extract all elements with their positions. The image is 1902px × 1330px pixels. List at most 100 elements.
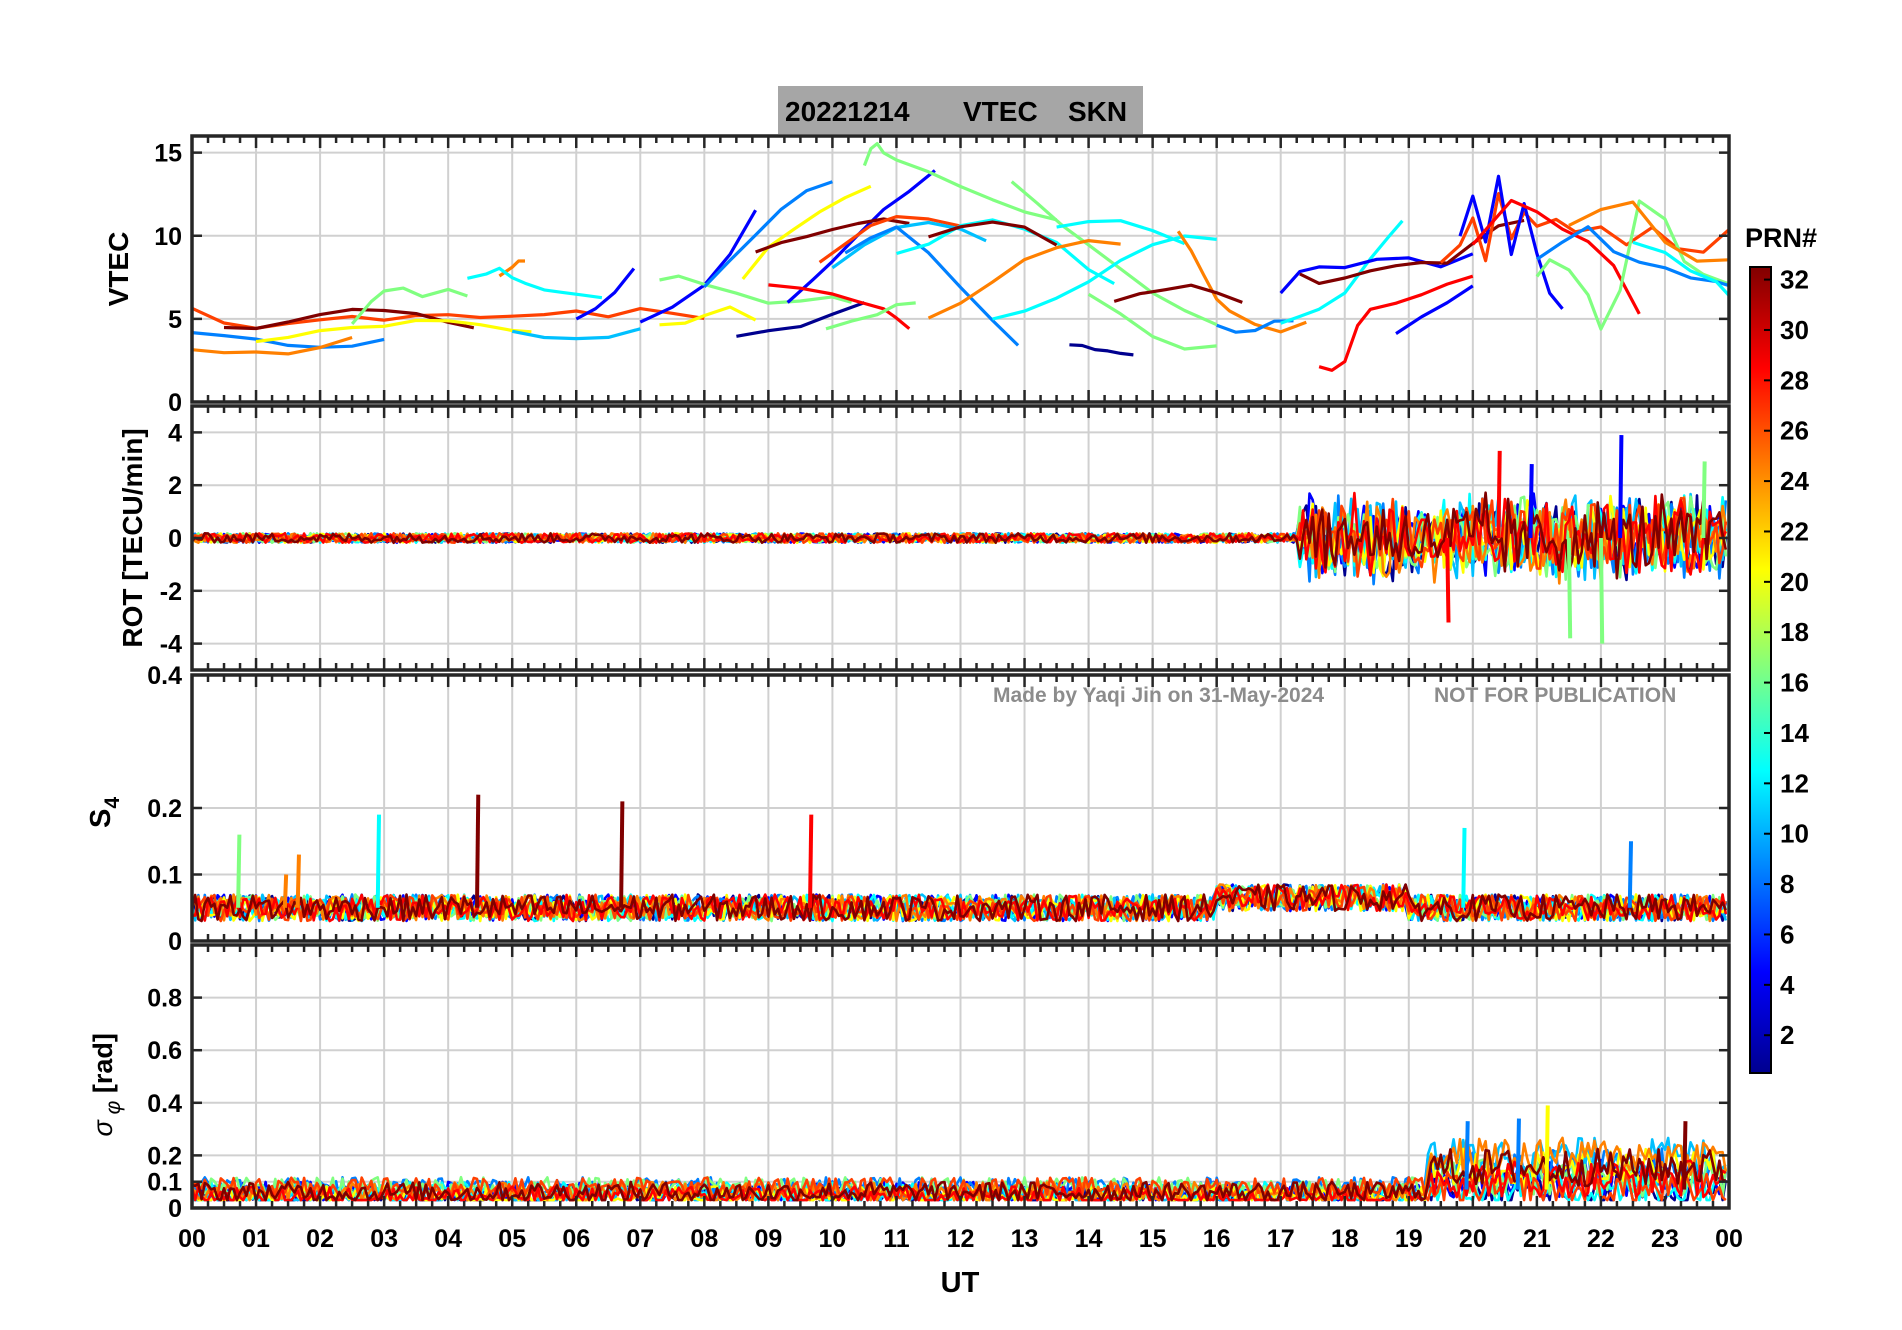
colorbar-tick-label: 26 xyxy=(1780,416,1809,446)
colorbar-tick-label: 12 xyxy=(1780,768,1809,798)
vtec-series-line xyxy=(467,266,603,300)
title-date: 20221214 xyxy=(785,96,910,127)
series-line xyxy=(192,1147,1727,1202)
colorbar-scale xyxy=(1749,266,1772,1074)
y-axis-label-main: S xyxy=(85,809,117,828)
y-axis-label-sigma: σ xyxy=(88,1119,118,1137)
x-tick-label: 09 xyxy=(754,1225,782,1253)
vtec-series-line xyxy=(1279,252,1474,295)
vtec-series-line xyxy=(1056,219,1186,246)
y-tick-label: 10 xyxy=(154,223,182,251)
colorbar-tick-label: 32 xyxy=(1780,265,1809,295)
x-tick-label: 11 xyxy=(883,1225,910,1253)
x-tick-label: 00 xyxy=(1715,1225,1743,1253)
vtec-series-line xyxy=(1632,240,1729,297)
colorbar-tick-label: 28 xyxy=(1780,365,1809,395)
vtec-series-line xyxy=(1471,198,1641,315)
vtec-series-line xyxy=(928,220,1058,247)
colorbar-tick-label: 10 xyxy=(1780,819,1809,849)
colorbar-tick-label: 30 xyxy=(1780,315,1809,345)
vtec-series-line xyxy=(1069,343,1134,357)
colorbar-title: PRN# xyxy=(1745,223,1817,253)
y-tick-label: 0.8 xyxy=(147,985,182,1013)
panel-rot: -4 -2 0 2 4 ROT [TECU/min] xyxy=(117,404,1731,672)
y-tick-label: 0.2 xyxy=(147,1142,182,1170)
y-axis-label: σ φ [rad] xyxy=(88,1033,125,1136)
series-layer xyxy=(192,142,1729,372)
spike-mark xyxy=(1528,464,1534,539)
y-tick-label: 0.1 xyxy=(147,1169,182,1197)
vtec-series-line xyxy=(1395,284,1474,335)
vtec-series-line xyxy=(862,142,1057,222)
vtec-series-line xyxy=(927,239,1121,320)
x-axis-tick-labels: 00 01 02 03 04 05 06 07 08 09 10 11 12 13 14 15 16 17 18 19… xyxy=(178,1225,1743,1253)
vtec-series-line xyxy=(255,318,532,344)
vtec-series-line xyxy=(659,274,853,305)
vtec-series-line xyxy=(1535,199,1729,331)
y-axis-label: S4 xyxy=(85,797,124,828)
spike-mark xyxy=(619,801,625,908)
colorbar-tick-label: 18 xyxy=(1780,617,1809,647)
x-tick-label: 18 xyxy=(1331,1225,1359,1253)
series-layer xyxy=(192,435,1728,644)
colorbar-tick-label: 24 xyxy=(1780,466,1809,496)
y-tick-label: 2 xyxy=(168,472,182,500)
y-tick-label: 5 xyxy=(168,306,182,334)
colorbar-tick-label: 8 xyxy=(1780,869,1794,899)
vtec-series-line xyxy=(825,301,916,331)
vtec-series-line xyxy=(992,234,1217,321)
x-ticks xyxy=(190,945,1731,1208)
watermark-notice: NOT FOR PUBLICATION xyxy=(1434,684,1676,707)
spike-mark xyxy=(1445,537,1451,623)
spike-mark xyxy=(282,874,289,908)
y-tick-label: 0 xyxy=(168,389,182,417)
colorbar-tick-label: 16 xyxy=(1780,668,1809,698)
spike-mark xyxy=(1544,1105,1550,1190)
series-line xyxy=(192,883,1727,923)
spike-mark xyxy=(1461,827,1467,908)
vtec-series-line xyxy=(1113,283,1243,304)
x-ticks xyxy=(190,406,1731,670)
spike-mark xyxy=(1496,450,1502,539)
x-tick-label: 22 xyxy=(1587,1225,1615,1253)
spike-mark xyxy=(236,834,242,908)
x-tick-label: 10 xyxy=(819,1225,847,1253)
x-tick-label: 04 xyxy=(434,1225,462,1253)
panel-s4: 0 0.1 0.2 0.4 S4 xyxy=(85,662,1731,956)
vtec-series-line xyxy=(818,215,961,264)
x-tick-label: 00 xyxy=(178,1225,206,1253)
spike-mark xyxy=(808,814,814,908)
vtec-series-line xyxy=(659,305,757,327)
vtec-series-line xyxy=(350,286,468,325)
spike-mark xyxy=(375,814,382,908)
spike-mark xyxy=(1682,1121,1688,1190)
y-tick-label: -4 xyxy=(160,631,182,659)
y-tick-label: 0 xyxy=(168,928,182,956)
vtec-series-line xyxy=(1087,292,1217,351)
colorbar-tick-label: 4 xyxy=(1780,970,1795,1000)
y-tick-label: 0.4 xyxy=(147,662,182,690)
y-axis-label: VTEC xyxy=(103,232,134,307)
watermark-credit: Made by Yaqi Jin on 31-May-2024 xyxy=(993,684,1324,707)
vtec-series-line xyxy=(575,267,636,321)
vtec-series-line xyxy=(511,327,641,341)
vtec-series-line xyxy=(1568,200,1729,263)
x-tick-label: 13 xyxy=(1011,1225,1039,1253)
x-tick-label: 12 xyxy=(947,1225,975,1253)
spike-mark xyxy=(1627,841,1634,908)
x-tick-label: 08 xyxy=(690,1225,718,1253)
watermark: Made by Yaqi Jin on 31-May-2024 NOT FOR … xyxy=(993,684,1676,707)
x-tick-label: 20 xyxy=(1459,1225,1487,1253)
y-tick-label: 0.2 xyxy=(147,795,182,823)
y-tick-label: 0.4 xyxy=(147,1090,182,1118)
colorbar-tick-label: 22 xyxy=(1780,516,1809,546)
vtec-series-line xyxy=(1216,319,1294,334)
y-tick-label: 4 xyxy=(168,419,182,447)
vtec-series-line xyxy=(1536,225,1729,288)
colorbar-tick-label: 6 xyxy=(1780,919,1794,949)
spike-mark xyxy=(1701,461,1707,539)
title-product: VTEC xyxy=(963,96,1038,127)
title-background xyxy=(778,86,1143,134)
